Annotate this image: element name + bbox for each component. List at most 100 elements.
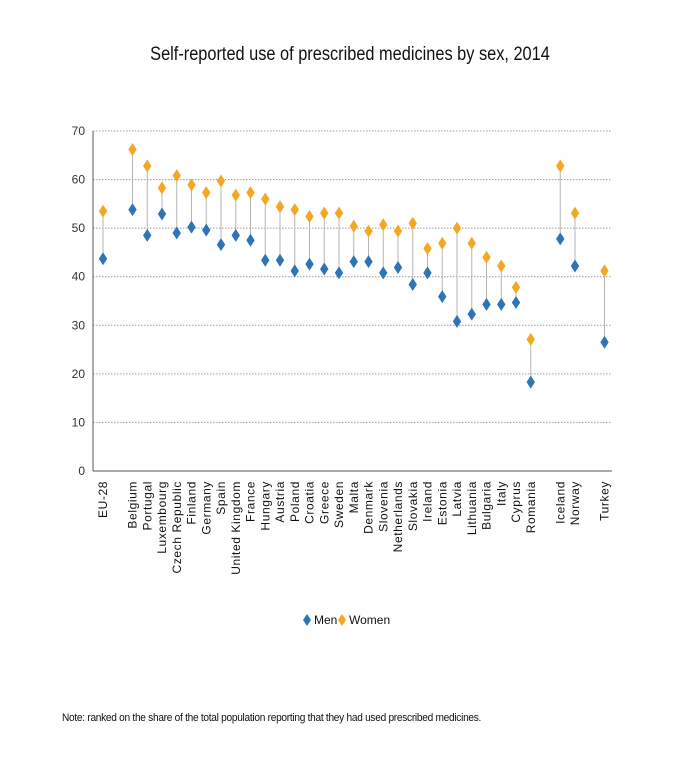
x-tick-label: Croatia — [303, 481, 317, 524]
men-marker — [482, 297, 491, 311]
women-marker — [261, 192, 270, 206]
men-marker — [187, 220, 196, 234]
women-marker — [128, 142, 137, 156]
women-marker — [187, 178, 196, 192]
x-tick-label: Finland — [185, 481, 199, 525]
x-tick-label: Latvia — [450, 481, 464, 517]
women-marker — [408, 216, 417, 230]
y-tick-label: 20 — [72, 367, 86, 381]
x-tick-label: Greece — [317, 481, 331, 524]
men-marker — [98, 252, 108, 266]
legend-men-marker — [303, 614, 311, 626]
men-marker — [526, 375, 535, 389]
x-tick-label: Netherlands — [391, 481, 405, 552]
x-axis-labels: EU-28 Belgium Portugal Luxembourg Czech Repu… — [96, 481, 612, 575]
men-marker — [143, 228, 152, 242]
chart-title: Self-reported use of prescribed medicine… — [150, 44, 550, 65]
x-tick-label: Cyprus — [509, 481, 523, 523]
women-marker — [157, 181, 167, 195]
women-marker — [438, 236, 447, 250]
men-marker — [364, 255, 373, 269]
legend-men-label: Men — [314, 613, 337, 627]
women-marker — [172, 169, 181, 183]
x-tick-label: Austria — [273, 481, 287, 523]
y-tick-label: 0 — [78, 464, 85, 478]
x-tick-label: Slovenia — [376, 481, 390, 532]
x-tick-label: EU-28 — [96, 481, 110, 518]
women-marker — [320, 206, 329, 220]
women-marker — [98, 204, 108, 218]
women-marker — [379, 218, 388, 232]
women-marker — [482, 250, 491, 264]
men-marker — [600, 335, 609, 349]
women-marker — [423, 242, 432, 256]
men-marker — [172, 226, 181, 240]
women-marker — [246, 186, 255, 200]
x-tick-label: United Kingdom — [229, 481, 243, 575]
men-marker — [202, 223, 211, 237]
women-marker — [526, 332, 535, 346]
men-marker — [275, 253, 285, 267]
women-marker — [570, 206, 580, 220]
markers — [98, 142, 609, 389]
axes — [92, 131, 612, 472]
x-tick-label: Norway — [568, 481, 582, 525]
x-tick-label: Portugal — [140, 481, 154, 531]
x-tick-label: Bulgaria — [480, 481, 494, 530]
x-tick-label: Ireland — [421, 481, 435, 522]
x-tick-label: Czech Republic — [170, 481, 184, 573]
men-marker — [261, 253, 270, 267]
x-tick-label: Poland — [288, 481, 302, 522]
women-marker — [511, 280, 521, 294]
men-marker — [128, 203, 137, 217]
y-tick-label: 10 — [72, 415, 86, 429]
x-tick-label: Spain — [214, 481, 228, 515]
men-marker — [246, 233, 255, 247]
x-tick-label: France — [244, 481, 258, 522]
men-marker — [349, 255, 358, 269]
women-marker — [600, 264, 609, 278]
men-marker — [157, 207, 167, 221]
men-marker — [393, 260, 403, 274]
grid: 0 10 20 30 40 50 60 70 — [72, 124, 612, 478]
women-marker — [364, 224, 373, 238]
x-tick-label: Slovakia — [406, 481, 420, 531]
x-tick-label: Estonia — [435, 481, 449, 525]
men-marker — [556, 232, 565, 246]
women-marker — [497, 259, 506, 273]
x-tick-label: Denmark — [362, 481, 376, 534]
men-marker — [231, 228, 240, 242]
women-marker — [275, 200, 285, 214]
legend: Men Women — [303, 613, 390, 627]
y-tick-label: 50 — [72, 221, 86, 235]
x-tick-label: Sweden — [332, 481, 346, 528]
men-marker — [320, 262, 329, 276]
men-marker — [290, 264, 299, 278]
x-tick-label: Lithuania — [465, 481, 479, 535]
x-tick-label: Italy — [494, 481, 508, 506]
men-marker — [570, 259, 580, 273]
x-tick-label: Germany — [199, 481, 213, 535]
men-marker — [379, 266, 388, 280]
x-tick-label: Iceland — [553, 481, 567, 524]
x-tick-label: Luxembourg — [155, 481, 169, 554]
women-marker — [216, 174, 226, 188]
y-tick-label: 70 — [72, 124, 86, 138]
men-marker — [497, 297, 506, 311]
men-marker — [305, 257, 314, 271]
women-marker — [290, 203, 299, 217]
men-marker — [408, 277, 417, 291]
y-tick-label: 40 — [72, 270, 86, 284]
men-marker — [438, 290, 447, 304]
x-tick-label: Romania — [524, 481, 538, 533]
women-marker — [349, 219, 358, 233]
women-marker — [143, 159, 152, 173]
men-marker — [334, 266, 344, 280]
men-marker — [423, 266, 432, 280]
women-marker — [556, 159, 565, 173]
women-marker — [467, 236, 476, 250]
women-marker — [334, 206, 344, 220]
men-marker — [467, 307, 476, 321]
x-tick-label: Turkey — [598, 481, 612, 521]
